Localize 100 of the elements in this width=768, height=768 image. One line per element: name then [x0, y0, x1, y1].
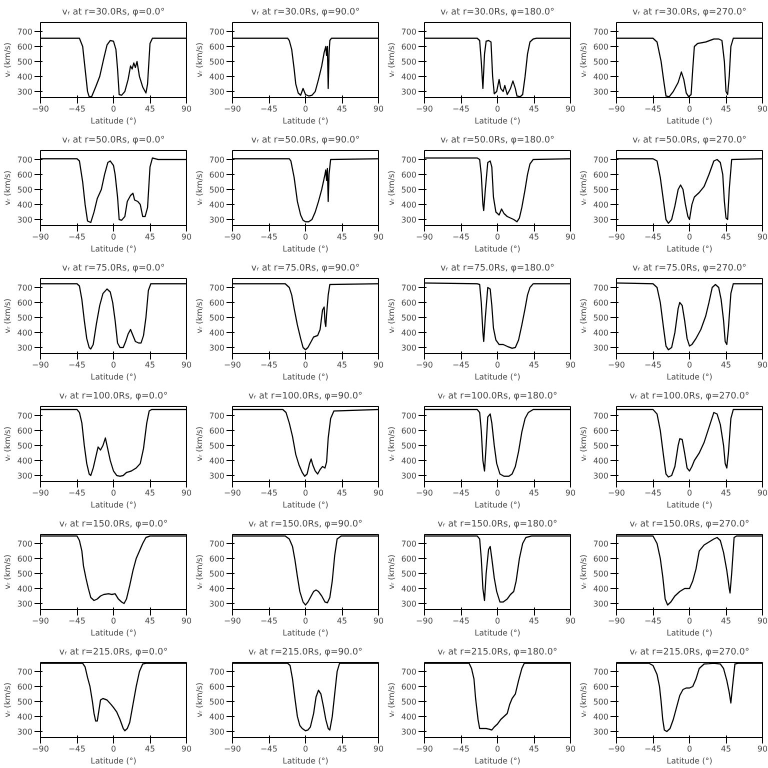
y-tick-label: 300 — [209, 600, 225, 608]
y-tick-label: 600 — [401, 426, 417, 436]
x-axis-title: Latitude (°) — [90, 756, 136, 766]
y-axis-title: vᵣ (km/s) — [3, 42, 12, 78]
x-tick-label: 45 — [528, 232, 540, 242]
y-tick-label: 500 — [209, 58, 225, 66]
x-axis-title: Latitude (°) — [282, 500, 328, 510]
x-tick-label: 90 — [757, 488, 768, 498]
y-tick-label: 700 — [593, 668, 609, 676]
x-axis-title: Latitude (°) — [282, 116, 328, 126]
x-tick-label: −45 — [644, 360, 662, 370]
y-axis-title: vᵣ (km/s) — [195, 42, 204, 78]
chart-title: vᵣ at r=50.0Rs, φ=0.0° — [62, 136, 165, 146]
y-tick-label: 300 — [209, 472, 225, 480]
x-tick-label: 90 — [757, 360, 768, 370]
y-tick-label: 600 — [17, 298, 33, 308]
y-tick-label: 400 — [209, 72, 225, 82]
x-tick-label: −45 — [644, 232, 662, 242]
x-tick-label: 90 — [565, 488, 576, 498]
x-tick-label: 45 — [528, 616, 540, 626]
x-tick-label: −90 — [32, 232, 49, 242]
x-tick-label: 90 — [757, 232, 768, 242]
y-tick-label: 400 — [401, 328, 417, 338]
x-tick-label: 90 — [565, 232, 576, 242]
x-tick-label: −45 — [452, 360, 470, 370]
x-tick-label: 45 — [720, 104, 732, 114]
x-tick-label: 90 — [373, 232, 384, 242]
x-tick-label: −90 — [224, 744, 241, 754]
chart-title: vᵣ at r=215.0Rs, φ=0.0° — [59, 648, 168, 658]
x-axis-title: Latitude (°) — [666, 372, 712, 382]
y-tick-label: 500 — [401, 186, 417, 194]
y-tick-label: 600 — [209, 298, 225, 308]
y-tick-label: 500 — [593, 314, 609, 322]
x-tick-label: −90 — [608, 744, 625, 754]
x-axis-title: Latitude (°) — [666, 628, 712, 638]
y-tick-label: 700 — [401, 284, 417, 292]
y-tick-label: 400 — [209, 328, 225, 338]
x-tick-label: 90 — [565, 104, 576, 114]
chart-title: vᵣ at r=100.0Rs, φ=0.0° — [59, 392, 168, 402]
y-tick-label: 300 — [401, 344, 417, 352]
y-tick-label: 400 — [17, 712, 33, 722]
y-tick-label: 500 — [593, 570, 609, 578]
x-tick-label: 90 — [181, 488, 192, 498]
y-axis-title: vᵣ (km/s) — [387, 42, 396, 78]
x-tick-label: −90 — [224, 232, 241, 242]
y-tick-label: 400 — [209, 584, 225, 594]
y-tick-label: 300 — [209, 216, 225, 224]
x-tick-label: 0 — [494, 488, 500, 498]
x-tick-label: 45 — [528, 360, 540, 370]
x-tick-label: 0 — [110, 488, 116, 498]
x-tick-label: −90 — [32, 488, 49, 498]
x-tick-label: 0 — [302, 488, 308, 498]
x-tick-label: −45 — [68, 744, 86, 754]
x-tick-label: 0 — [302, 360, 308, 370]
y-tick-label: 500 — [209, 314, 225, 322]
y-tick-label: 700 — [209, 156, 225, 164]
x-tick-label: 90 — [373, 616, 384, 626]
y-tick-label: 700 — [209, 668, 225, 676]
y-tick-label: 400 — [209, 456, 225, 466]
x-tick-label: 45 — [720, 488, 732, 498]
y-axis-title: vᵣ (km/s) — [387, 298, 396, 334]
chart-title: vᵣ at r=100.0Rs, φ=180.0° — [438, 392, 558, 402]
y-tick-label: 400 — [17, 584, 33, 594]
x-tick-label: 0 — [494, 232, 500, 242]
x-tick-label: 45 — [720, 232, 732, 242]
y-tick-label: 400 — [209, 712, 225, 722]
x-axis-title: Latitude (°) — [474, 116, 520, 126]
y-tick-label: 600 — [209, 682, 225, 692]
y-tick-label: 500 — [17, 570, 33, 578]
y-tick-label: 500 — [209, 442, 225, 450]
chart-title: vᵣ at r=30.0Rs, φ=90.0° — [251, 8, 360, 18]
y-tick-label: 300 — [17, 88, 33, 96]
x-tick-label: −90 — [416, 232, 433, 242]
y-tick-label: 700 — [593, 28, 609, 36]
x-tick-label: 0 — [110, 616, 116, 626]
chart-title: vᵣ at r=75.0Rs, φ=180.0° — [440, 264, 555, 274]
x-tick-label: −90 — [416, 488, 433, 498]
y-tick-label: 300 — [209, 344, 225, 352]
x-tick-label: 0 — [494, 616, 500, 626]
y-tick-label: 600 — [17, 42, 33, 52]
y-tick-label: 400 — [593, 584, 609, 594]
y-tick-label: 600 — [593, 682, 609, 692]
y-tick-label: 500 — [209, 186, 225, 194]
y-tick-label: 400 — [401, 200, 417, 210]
y-tick-label: 700 — [593, 156, 609, 164]
y-tick-label: 700 — [593, 540, 609, 548]
x-axis-title: Latitude (°) — [90, 244, 136, 254]
x-tick-label: 0 — [494, 104, 500, 114]
x-axis-title: Latitude (°) — [282, 244, 328, 254]
x-tick-label: 90 — [373, 488, 384, 498]
y-tick-label: 600 — [593, 298, 609, 308]
y-tick-label: 300 — [209, 88, 225, 96]
x-tick-label: 90 — [565, 616, 576, 626]
x-tick-label: 45 — [720, 360, 732, 370]
x-tick-label: 90 — [373, 104, 384, 114]
y-tick-label: 500 — [17, 314, 33, 322]
y-tick-label: 600 — [209, 42, 225, 52]
y-axis-title: vᵣ (km/s) — [3, 170, 12, 206]
y-tick-label: 700 — [401, 540, 417, 548]
y-tick-label: 300 — [209, 728, 225, 736]
